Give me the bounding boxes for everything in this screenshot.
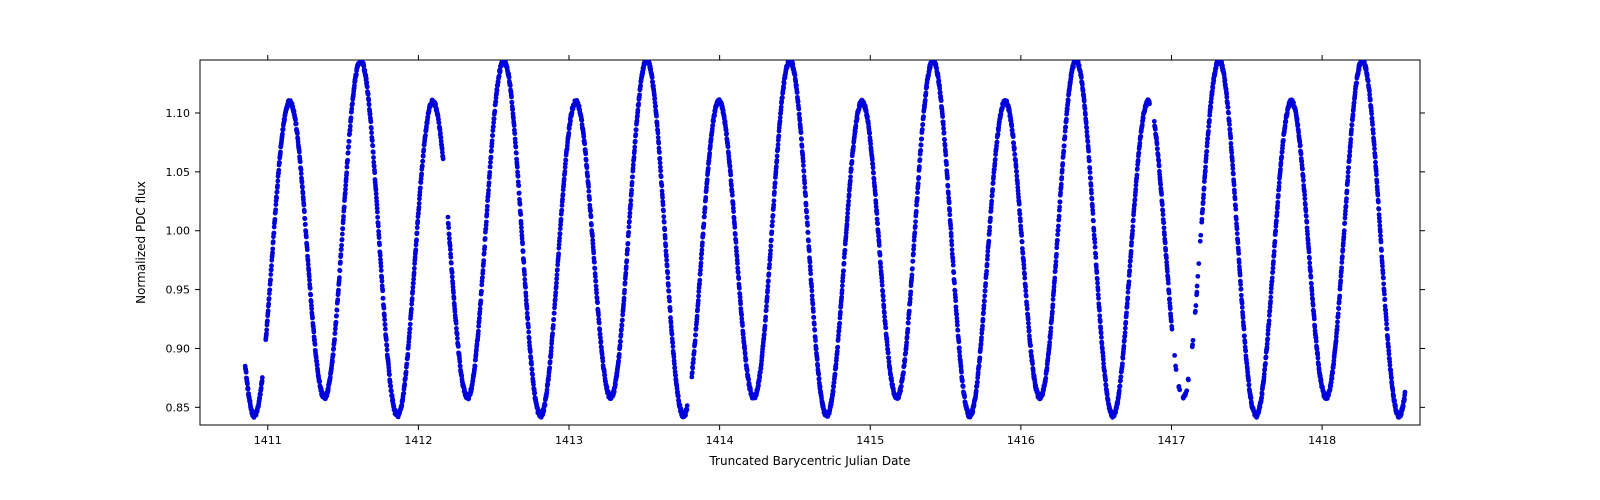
x-tick-label: 1412 <box>404 434 432 447</box>
y-tick-label: 0.95 <box>166 284 191 297</box>
x-tick-label: 1411 <box>254 434 282 447</box>
x-tick-label: 1414 <box>706 434 734 447</box>
y-tick-label: 1.05 <box>166 166 191 179</box>
y-tick-label: 0.85 <box>166 401 191 414</box>
x-tick-label: 1416 <box>1007 434 1035 447</box>
x-tick-label: 1417 <box>1157 434 1185 447</box>
y-tick-label: 1.00 <box>166 225 191 238</box>
y-tick-label: 1.10 <box>166 107 191 120</box>
chart-svg: 1411 1412 1413 1414 1415 1416 1417 1418 0.85 0.90… <box>0 0 1600 500</box>
y-axis-label: Normalized PDC flux <box>134 181 148 304</box>
y-tick-label: 0.90 <box>166 342 191 355</box>
x-tick-label: 1413 <box>555 434 583 447</box>
x-tick-label: 1418 <box>1308 434 1336 447</box>
x-tick-label: 1415 <box>856 434 884 447</box>
lightcurve-chart: 1411 1412 1413 1414 1415 1416 1417 1418 0.85 0.90… <box>0 0 1600 500</box>
x-axis-label: Truncated Barycentric Julian Date <box>708 454 910 468</box>
